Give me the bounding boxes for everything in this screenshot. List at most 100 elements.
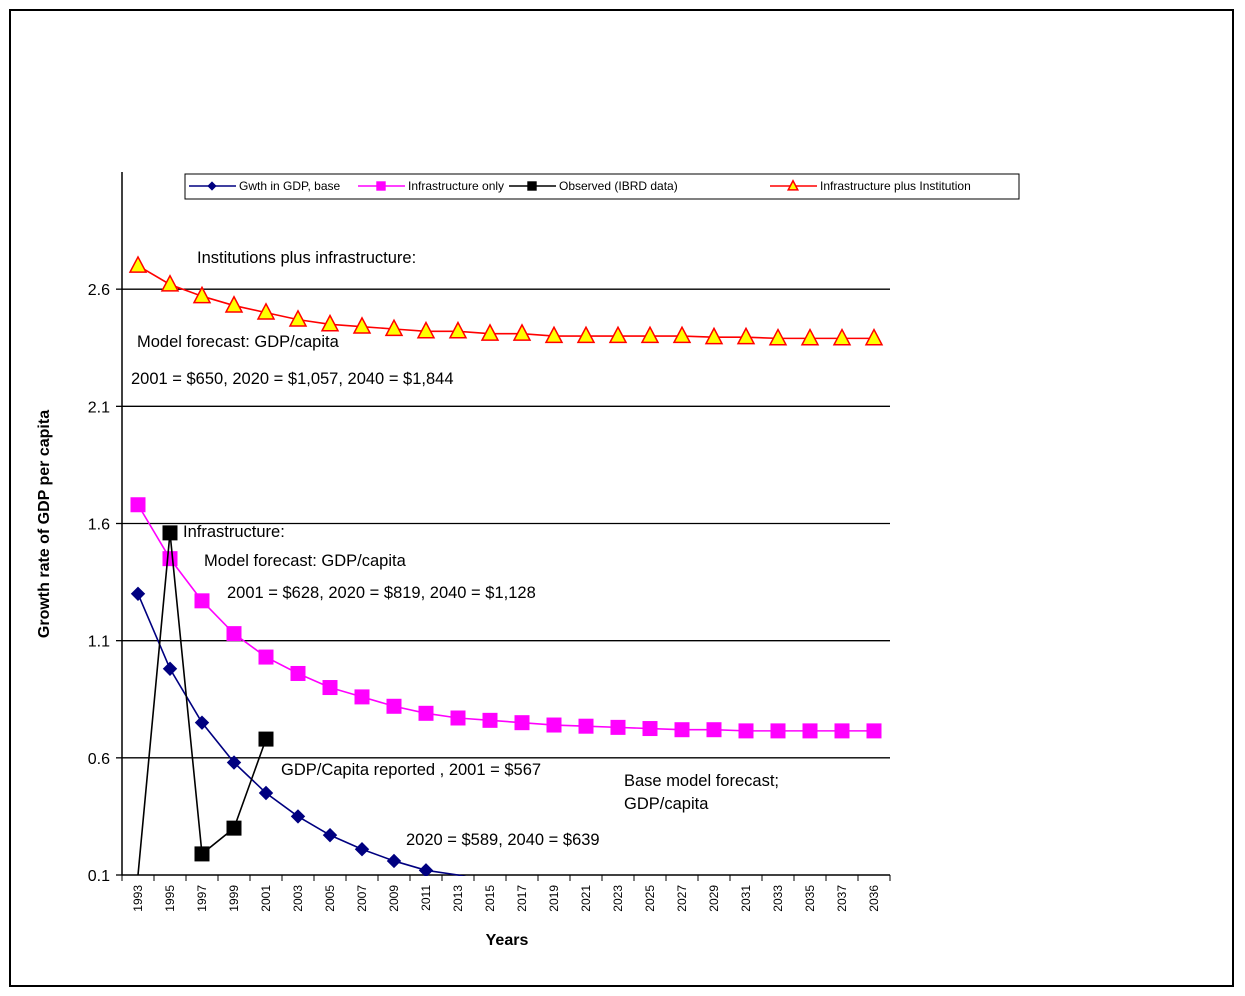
series-line <box>137 265 874 340</box>
data-point <box>864 327 884 346</box>
annotation-infrastructure-values: 2001 = $628, 2020 = $819, 2040 = $1,128 <box>227 584 536 602</box>
x-tick-label: 1997 <box>195 885 209 912</box>
data-point <box>576 325 596 344</box>
x-axis-title: Years <box>486 932 529 949</box>
legend-marker <box>207 181 217 191</box>
x-tick-label: 2003 <box>291 885 305 912</box>
legend-entry: Infrastructure only <box>358 179 504 193</box>
data-point <box>322 680 338 696</box>
x-tick-label: 1995 <box>163 885 177 912</box>
data-point <box>832 327 852 346</box>
data-point <box>418 705 434 721</box>
y-tick-label: 0.6 <box>88 751 110 768</box>
data-point <box>386 853 402 869</box>
data-point <box>258 785 274 801</box>
series-group <box>128 255 884 876</box>
legend-label: Gwth in GDP, base <box>239 179 340 193</box>
legend-entry: Gwth in GDP, base <box>189 179 340 193</box>
data-point <box>480 323 500 341</box>
data-point <box>290 809 306 824</box>
data-point <box>290 665 306 681</box>
x-tick-label: 2011 <box>419 885 433 911</box>
series-observed-ibrd-data <box>137 525 274 876</box>
data-point <box>194 593 210 609</box>
x-tick-label: 2036 <box>867 885 881 912</box>
y-tick-label: 1.1 <box>88 634 110 651</box>
data-point <box>226 755 242 770</box>
data-point <box>162 661 178 676</box>
data-point <box>704 326 724 345</box>
data-point <box>640 325 660 344</box>
annotation-base-title: Base model forecast; <box>624 772 779 790</box>
x-tick-label: 2025 <box>643 885 657 912</box>
data-point <box>354 689 370 705</box>
y-tick-label: 0.1 <box>88 868 110 885</box>
data-point <box>610 719 626 735</box>
data-point <box>642 721 658 737</box>
annotation-reported: GDP/Capita reported , 2001 = $567 <box>281 761 541 779</box>
x-tick-label: 2037 <box>835 885 849 912</box>
x-tick-label: 2017 <box>515 885 529 912</box>
x-tick-label: 2033 <box>771 885 785 912</box>
x-tick-label: 1999 <box>227 885 241 912</box>
x-tick-label: 2007 <box>355 885 369 912</box>
data-point <box>320 313 340 332</box>
data-point <box>416 320 436 339</box>
x-tick-label: 2013 <box>451 885 465 912</box>
data-point <box>224 295 244 313</box>
data-point <box>130 497 146 513</box>
x-tick-label: 2027 <box>675 885 689 912</box>
data-point <box>194 715 210 730</box>
data-point <box>226 626 242 642</box>
gridlines <box>122 288 890 759</box>
legend-marker <box>376 181 386 191</box>
data-point <box>608 325 628 344</box>
legend-label: Infrastructure plus Institution <box>820 179 971 193</box>
legend-label: Infrastructure only <box>408 179 504 193</box>
x-tick-label: 2029 <box>707 885 721 912</box>
x-tick-label: 2021 <box>579 885 593 912</box>
x-tick-label: 2035 <box>803 885 817 912</box>
data-point <box>226 820 242 836</box>
data-point <box>288 309 308 327</box>
data-point <box>384 318 404 337</box>
legend-entry: Infrastructure plus Institution <box>770 179 971 193</box>
data-point <box>160 274 180 292</box>
y-tick-label: 1.6 <box>88 517 110 534</box>
data-point <box>352 316 372 334</box>
data-point <box>192 285 212 304</box>
data-point <box>866 723 882 739</box>
data-point <box>770 723 786 739</box>
legend: Gwth in GDP, base Infrastructure only Obse… <box>184 173 1020 200</box>
x-tick-label: 2031 <box>739 885 753 912</box>
annotation-infrastructure-title: Infrastructure: <box>183 523 285 541</box>
legend-marker <box>786 179 800 191</box>
y-ticks: 0.1 0.6 1.1 1.6 2.1 2.6 <box>88 282 122 885</box>
data-point <box>672 325 692 344</box>
x-tick-label: 2009 <box>387 885 401 912</box>
legend-label: Observed (IBRD data) <box>559 179 678 193</box>
series-gwth-in-gdp-base <box>130 586 467 876</box>
data-point <box>482 712 498 728</box>
x-tick-label: 2023 <box>611 885 625 912</box>
data-point <box>768 327 788 346</box>
data-point <box>706 722 722 738</box>
data-point <box>578 718 594 734</box>
data-point <box>162 551 178 567</box>
data-point <box>544 325 564 344</box>
data-point <box>674 722 690 738</box>
data-point <box>738 723 754 739</box>
x-tick-label: 2005 <box>323 885 337 912</box>
data-point <box>418 863 434 876</box>
data-point <box>800 327 820 346</box>
x-tick-label: 2019 <box>547 885 561 912</box>
annotation-institutions-title: Institutions plus infrastructure: <box>197 249 416 267</box>
x-ticks: 1993 1995 1997 1999 2001 2003 2005 2007 2009 2011… <box>121 875 891 912</box>
data-point <box>256 302 276 320</box>
annotation-base-forecast: GDP/capita <box>624 795 709 813</box>
y-tick-label: 2.6 <box>88 282 110 299</box>
annotation-institutions-values: 2001 = $650, 2020 = $1,057, 2040 = $1,84… <box>131 370 454 388</box>
legend-entry: Observed (IBRD data) <box>509 179 678 193</box>
y-axis-title: Growth rate of GDP per capita <box>36 410 53 638</box>
